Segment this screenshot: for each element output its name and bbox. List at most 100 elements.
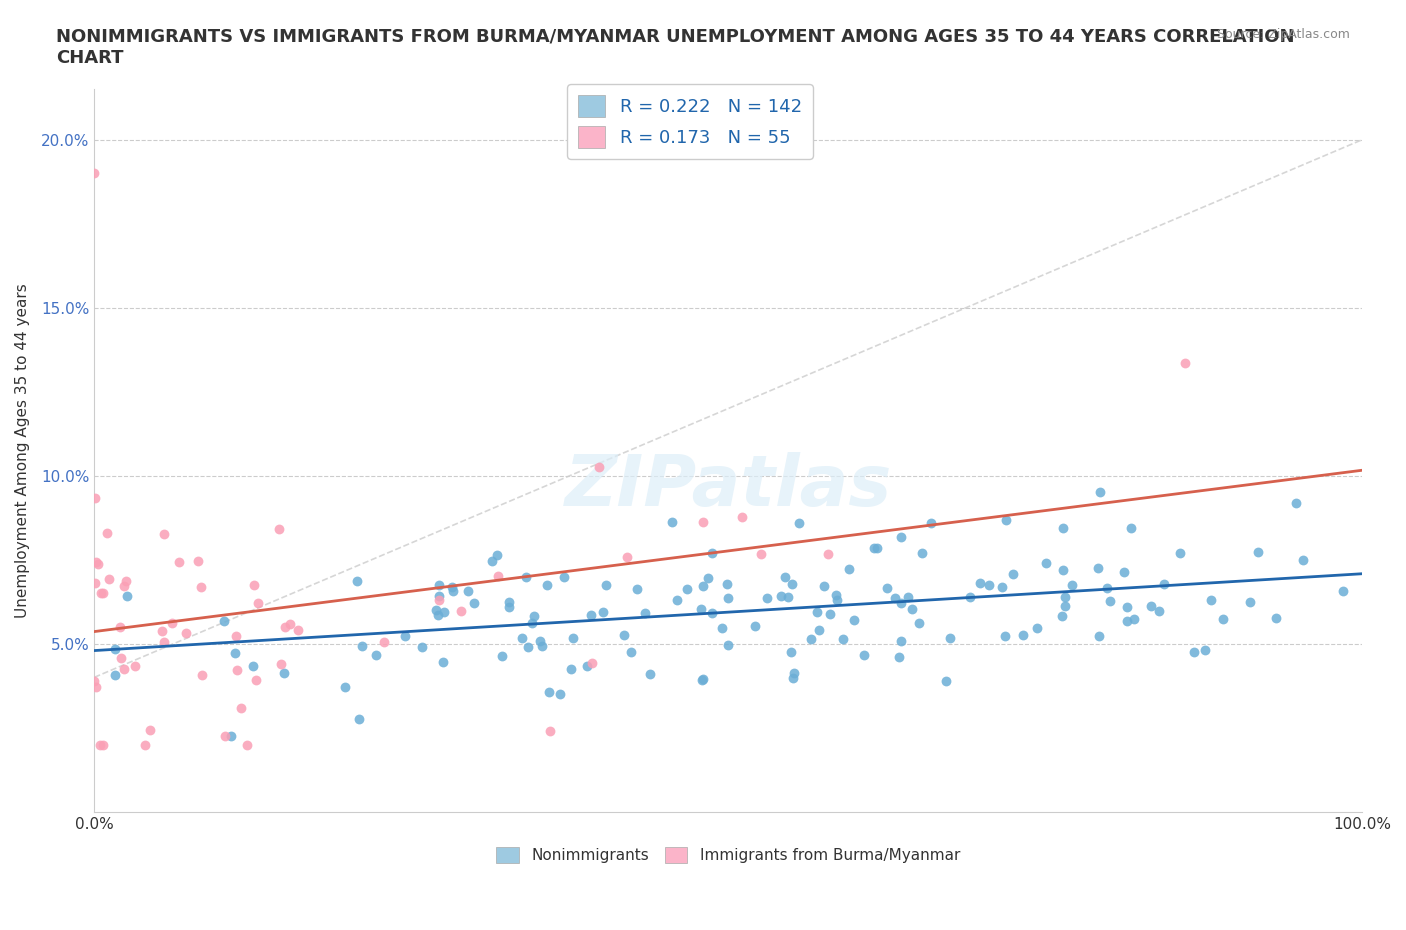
- Point: [226, 663, 249, 678]
- Point: [83, 166, 105, 180]
- Point: [427, 608, 450, 623]
- Point: [1025, 621, 1047, 636]
- Point: [242, 659, 264, 674]
- Point: [1239, 594, 1261, 609]
- Point: [529, 633, 551, 648]
- Point: [91, 737, 114, 752]
- Point: [510, 631, 533, 645]
- Point: [187, 553, 209, 568]
- Point: [783, 666, 806, 681]
- Point: [235, 737, 257, 752]
- Point: [350, 639, 373, 654]
- Point: [744, 618, 766, 633]
- Point: [190, 579, 212, 594]
- Point: [852, 647, 875, 662]
- Point: [247, 595, 270, 610]
- Text: Source: ZipAtlas.com: Source: ZipAtlas.com: [1216, 28, 1350, 41]
- Point: [613, 628, 636, 643]
- Point: [150, 624, 173, 639]
- Point: [1116, 614, 1139, 629]
- Point: [486, 569, 509, 584]
- Point: [229, 700, 252, 715]
- Point: [900, 601, 922, 616]
- Point: [1035, 555, 1057, 570]
- Point: [817, 546, 839, 561]
- Point: [373, 634, 395, 649]
- Point: [134, 737, 156, 752]
- Point: [538, 724, 561, 738]
- Point: [83, 576, 105, 591]
- Point: [432, 655, 454, 670]
- Point: [696, 570, 718, 585]
- Point: [1182, 645, 1205, 660]
- Point: [616, 550, 638, 565]
- Point: [692, 671, 714, 686]
- Point: [806, 604, 828, 619]
- Point: [1054, 599, 1077, 614]
- Point: [991, 579, 1014, 594]
- Point: [979, 578, 1001, 592]
- Point: [921, 516, 943, 531]
- Point: [515, 569, 537, 584]
- Point: [634, 605, 657, 620]
- Point: [595, 578, 617, 593]
- Point: [749, 547, 772, 562]
- Point: [581, 608, 603, 623]
- Point: [537, 685, 560, 700]
- Point: [450, 604, 472, 618]
- Point: [491, 649, 513, 664]
- Point: [115, 574, 138, 589]
- Point: [1199, 592, 1222, 607]
- Point: [550, 687, 572, 702]
- Point: [225, 628, 247, 643]
- Point: [1194, 643, 1216, 658]
- Point: [498, 595, 520, 610]
- Point: [463, 596, 485, 611]
- Point: [553, 569, 575, 584]
- Point: [842, 613, 865, 628]
- Point: [1140, 599, 1163, 614]
- Point: [908, 616, 931, 631]
- Point: [756, 591, 779, 605]
- Point: [273, 666, 295, 681]
- Point: [523, 609, 546, 624]
- Point: [1087, 561, 1109, 576]
- Text: ZIPatlas: ZIPatlas: [564, 452, 891, 521]
- Point: [890, 633, 912, 648]
- Point: [626, 582, 648, 597]
- Point: [110, 651, 132, 666]
- Point: [1054, 590, 1077, 604]
- Point: [862, 540, 884, 555]
- Point: [96, 526, 118, 541]
- Point: [780, 577, 803, 591]
- Point: [346, 574, 368, 589]
- Point: [638, 667, 661, 682]
- Point: [1153, 577, 1175, 591]
- Legend: Nonimmigrants, Immigrants from Burma/Myanmar: Nonimmigrants, Immigrants from Burma/Mya…: [491, 841, 966, 869]
- Point: [98, 572, 121, 587]
- Point: [1265, 610, 1288, 625]
- Point: [994, 512, 1017, 527]
- Point: [411, 640, 433, 655]
- Point: [440, 580, 463, 595]
- Point: [1098, 593, 1121, 608]
- Point: [152, 527, 174, 542]
- Point: [112, 662, 135, 677]
- Point: [1052, 521, 1074, 536]
- Text: NONIMMIGRANTS VS IMMIGRANTS FROM BURMA/MYANMAR UNEMPLOYMENT AMONG AGES 35 TO 44 : NONIMMIGRANTS VS IMMIGRANTS FROM BURMA/M…: [56, 28, 1295, 67]
- Point: [278, 617, 301, 631]
- Point: [366, 648, 388, 663]
- Point: [1088, 629, 1111, 644]
- Point: [876, 580, 898, 595]
- Point: [441, 584, 464, 599]
- Point: [710, 620, 733, 635]
- Point: [1212, 611, 1234, 626]
- Point: [1002, 566, 1025, 581]
- Point: [676, 581, 699, 596]
- Point: [818, 607, 841, 622]
- Point: [717, 638, 740, 653]
- Point: [959, 589, 981, 604]
- Point: [1088, 485, 1111, 499]
- Point: [969, 576, 991, 591]
- Point: [773, 569, 796, 584]
